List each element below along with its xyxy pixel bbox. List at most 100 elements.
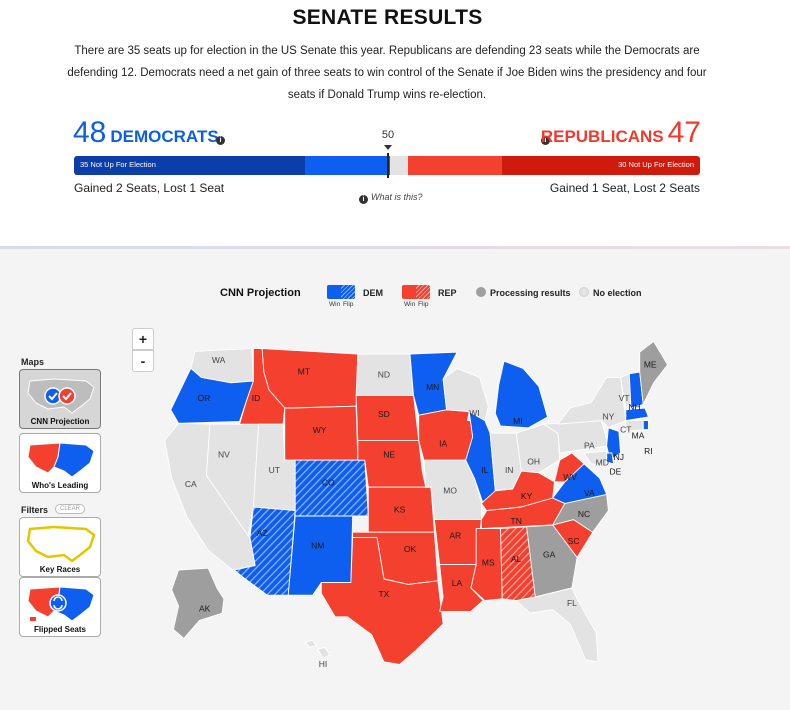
rep-seat-count: 47	[667, 116, 701, 149]
state-ga[interactable]	[526, 524, 578, 598]
what-is-this-link[interactable]: i What is this?	[359, 192, 423, 204]
state-ri[interactable]	[642, 420, 649, 431]
majority-marker-label: 50	[381, 129, 395, 141]
state-label-ut: UT	[269, 465, 280, 475]
state-label-ia: IA	[439, 439, 447, 449]
senate-summary: SENATE RESULTS There are 35 seats up for…	[0, 0, 790, 245]
state-label-sd: SD	[378, 409, 390, 419]
legend-title: CNN Projection	[220, 287, 301, 299]
state-wv[interactable]	[554, 452, 585, 483]
state-label-id: ID	[252, 393, 261, 403]
state-nj[interactable]	[606, 427, 622, 461]
what-is-this-text: What is this?	[371, 192, 423, 202]
maps-header: Maps	[21, 357, 45, 367]
map-option-label: Who's Leading	[31, 481, 89, 490]
state-label-ma: MA	[632, 431, 645, 441]
clear-filters-button[interactable]: CLEAR	[55, 504, 86, 514]
state-md[interactable]	[583, 450, 608, 467]
state-label-ga: GA	[543, 549, 556, 559]
state-label-ar: AR	[449, 531, 461, 541]
dem-not-up-label: 35 Not Up For Election	[80, 160, 156, 169]
dem-not-up-segment: 35 Not Up For Election	[74, 156, 305, 175]
rep-flip-swatch	[416, 285, 430, 299]
section-divider	[0, 246, 790, 249]
processing-legend-label: Processing results	[490, 288, 571, 298]
rep-won-segment	[408, 156, 502, 175]
us-map-leading-icon	[27, 442, 95, 478]
state-mi[interactable]	[494, 360, 548, 429]
state-ne[interactable]	[357, 439, 427, 488]
state-hi[interactable]	[305, 639, 331, 659]
state-ct[interactable]	[625, 420, 644, 432]
map-option-cnn-projection[interactable]: CNN Projection	[19, 369, 101, 429]
state-label-nc: NC	[578, 509, 590, 519]
state-ma[interactable]	[625, 407, 649, 422]
filters-header: Filters	[21, 505, 49, 515]
state-label-ri: RI	[644, 446, 653, 456]
rep-win-caption: Win	[404, 301, 416, 308]
zoom-out-button[interactable]: -	[132, 350, 154, 372]
state-label-az: AZ	[257, 528, 268, 538]
us-senate-map: WA OR CA NV ID MT WY UT AZ CO NM ND SD NE KS OK TX MN IA MO…	[164, 340, 668, 669]
rep-flip-caption: Flip	[418, 301, 429, 308]
filter-key-races[interactable]: Key Races	[19, 517, 101, 577]
state-label-nj: NJ	[614, 452, 624, 462]
state-label-ct: CT	[620, 424, 631, 434]
state-label-md: MD	[596, 458, 609, 468]
dem-seat-count: 48	[73, 116, 107, 149]
intro-text: There are 35 seats up for election in th…	[67, 45, 707, 101]
state-me[interactable]	[639, 340, 668, 405]
state-fl[interactable]	[515, 587, 599, 663]
state-ia[interactable]	[418, 409, 474, 461]
state-label-ak: AK	[199, 603, 211, 613]
state-label-vt: VT	[619, 393, 630, 403]
state-ny[interactable]	[557, 376, 627, 429]
state-label-hi: HI	[319, 659, 328, 669]
state-tx[interactable]	[320, 537, 444, 665]
no-election-dot	[579, 287, 589, 297]
rep-seat-change: Gained 1 Seat, Lost 2 Seats	[549, 181, 700, 195]
rep-not-up-label: 30 Not Up For Election	[618, 160, 694, 169]
state-label-nh: NH	[628, 402, 640, 412]
map-option-whos-leading[interactable]: Who's Leading	[19, 433, 101, 493]
dem-info-icon[interactable]: i	[216, 136, 225, 145]
state-label-co: CO	[322, 477, 335, 487]
state-label-mo: MO	[443, 486, 457, 496]
dem-won-segment	[305, 156, 390, 175]
state-label-va: VA	[584, 488, 595, 498]
us-map-thumb-icon	[27, 378, 95, 414]
state-label-wa: WA	[212, 355, 226, 365]
state-co[interactable]	[294, 459, 369, 517]
state-label-wi: WI	[469, 408, 479, 418]
dem-flip-caption: Flip	[343, 301, 354, 308]
state-label-mt: MT	[298, 367, 310, 377]
state-ak[interactable]	[171, 567, 225, 639]
state-label-ks: KS	[394, 504, 406, 514]
state-label-fl: FL	[567, 598, 577, 608]
state-label-ne: NE	[383, 450, 395, 460]
us-map-flipped-icon	[27, 586, 95, 622]
dem-legend-label: DEM	[363, 288, 383, 298]
map-panel: CNN Projection Win Flip DEM Win Flip REP…	[0, 249, 790, 710]
state-label-tx: TX	[378, 589, 389, 599]
zoom-in-button[interactable]: +	[132, 328, 154, 350]
state-mt[interactable]	[261, 348, 359, 409]
rep-tally: REPUBLICANS 47	[541, 116, 701, 150]
state-label-wy: WY	[313, 425, 327, 435]
state-label-ky: KY	[521, 491, 533, 501]
rep-info-icon[interactable]: i	[541, 136, 550, 145]
seat-balance-bar: 35 Not Up For Election 30 Not Up For Ele…	[74, 156, 700, 175]
state-label-tn: TN	[511, 516, 522, 526]
state-label-mn: MN	[426, 382, 439, 392]
state-ar[interactable]	[433, 519, 482, 566]
rep-legend-label: REP	[438, 288, 457, 298]
dem-tally: 48 DEMOCRATS	[73, 116, 219, 150]
state-label-nd: ND	[378, 369, 390, 379]
state-label-oh: OH	[527, 457, 540, 467]
map-option-label: CNN Projection	[30, 417, 90, 426]
filter-flipped-seats[interactable]: Flipped Seats	[19, 577, 101, 637]
dem-seat-change: Gained 2 Seats, Lost 1 Seat	[74, 181, 225, 195]
state-label-de: DE	[609, 467, 621, 477]
filter-label: Key Races	[39, 565, 81, 574]
majority-caret-icon	[384, 145, 392, 150]
